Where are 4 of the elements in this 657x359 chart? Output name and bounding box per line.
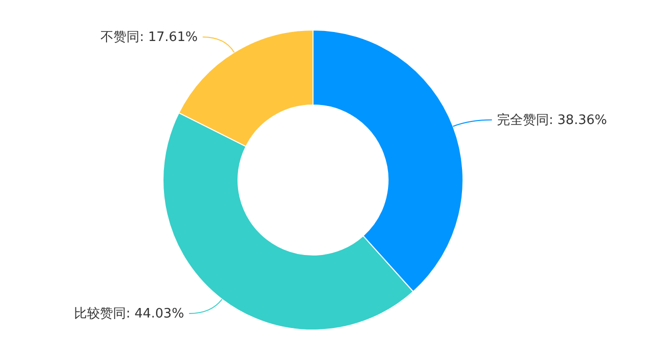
slice-label: 比较赞同: 44.03%	[74, 306, 184, 322]
slice-label: 不赞同: 17.61%	[100, 30, 198, 46]
slice-label: 完全赞同: 38.36%	[496, 112, 607, 128]
donut-slice	[312, 30, 464, 292]
